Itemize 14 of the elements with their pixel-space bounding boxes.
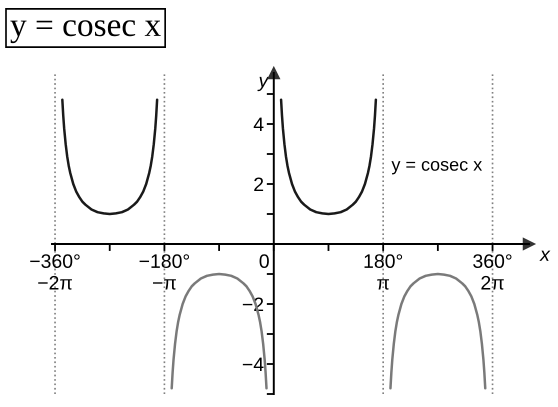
x-tick-label: −180° −π xyxy=(140,254,190,290)
y-axis-title: y xyxy=(257,76,270,92)
x-tick-label: 0 xyxy=(260,254,269,268)
annotation: y = cosec x xyxy=(391,160,482,174)
x-tick-label: 360° 2π xyxy=(473,254,512,290)
y-tick-label: −4 xyxy=(242,358,264,372)
chart-title: y = cosec x xyxy=(10,20,161,44)
x-tick-label: 180° π xyxy=(364,254,402,290)
line-series xyxy=(61,98,158,216)
y-tick-label: 4 xyxy=(254,118,264,132)
y-tick-label: 2 xyxy=(254,177,264,192)
x-tick-label: −360° −2π xyxy=(30,254,80,290)
x-axis-title: x xyxy=(539,250,550,261)
line-series xyxy=(280,98,378,216)
